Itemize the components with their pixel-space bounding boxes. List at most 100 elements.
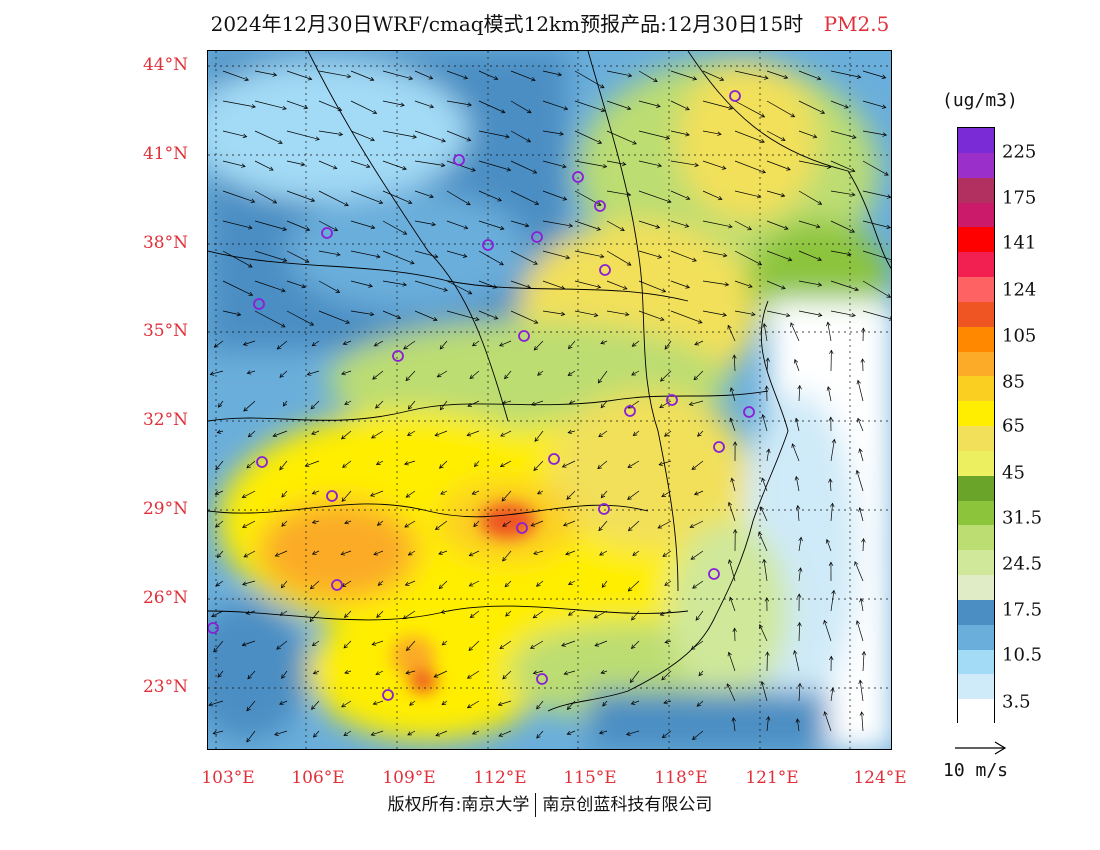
wind-arrow-head xyxy=(855,469,860,475)
wind-arrow xyxy=(574,220,601,231)
wind-arrow-head xyxy=(396,314,402,320)
wind-arrow-head xyxy=(376,254,381,259)
wind-arrow xyxy=(340,550,352,555)
station-marker xyxy=(598,503,610,515)
wind-arrow-head xyxy=(624,312,630,317)
wind-arrow-head xyxy=(762,323,767,328)
wind-arrow-head xyxy=(274,731,279,736)
wind-arrow xyxy=(798,130,817,138)
wind-arrow xyxy=(382,130,417,138)
colorbar-swatch xyxy=(958,177,994,203)
wind-arrow xyxy=(670,100,690,111)
wind-arrow xyxy=(606,310,629,316)
wind-arrow xyxy=(279,460,288,471)
wind-arrow xyxy=(254,310,286,328)
wind-arrow-head xyxy=(500,109,506,114)
wind-arrow xyxy=(766,280,786,289)
wind-arrow-head xyxy=(471,730,477,735)
wind-arrow xyxy=(478,310,498,320)
wind-arrow xyxy=(734,250,762,266)
concentration-field xyxy=(208,51,891,749)
colorbar-swatch xyxy=(958,252,994,278)
wind-arrow-head xyxy=(830,502,835,508)
wind-arrow-head xyxy=(567,371,573,376)
wind-arrow xyxy=(534,340,544,351)
wind-arrow xyxy=(350,220,375,229)
wind-arrow-head xyxy=(402,615,408,620)
wind-arrow xyxy=(243,550,256,558)
wind-arrow-head xyxy=(282,257,288,263)
wind-arrow xyxy=(766,250,792,261)
wind-arrow xyxy=(213,730,224,734)
colorbar-swatch xyxy=(958,450,994,477)
wind-arrow xyxy=(510,310,538,324)
wind-arrow xyxy=(478,220,505,230)
colorbar xyxy=(957,127,995,725)
wind-arrow-head xyxy=(241,163,246,168)
wind-arrow xyxy=(729,597,736,612)
wind-arrow-head xyxy=(761,413,766,419)
wind-arrow xyxy=(469,370,480,379)
wind-arrow xyxy=(664,580,672,586)
wind-arrow xyxy=(408,550,416,556)
wind-arrow xyxy=(280,610,288,616)
wind-arrow-head xyxy=(372,701,378,706)
wind-arrow xyxy=(726,683,736,702)
wind-arrow-head xyxy=(656,103,661,108)
wind-arrow xyxy=(606,70,632,77)
wind-arrow xyxy=(638,310,665,321)
wind-arrow xyxy=(414,220,436,226)
wind-arrow xyxy=(798,537,802,552)
wind-arrow xyxy=(409,700,416,706)
wind-arrow-head xyxy=(499,342,504,347)
colorbar-swatch xyxy=(958,649,994,675)
wind-arrow-head xyxy=(685,106,690,111)
wind-arrow-head xyxy=(441,641,447,646)
wind-arrow-head xyxy=(785,312,791,318)
wind-arrow xyxy=(504,580,512,588)
wind-arrow-head xyxy=(626,105,632,111)
wind-arrow-head xyxy=(473,522,478,528)
wind-arrow-head xyxy=(762,558,767,564)
wind-arrow xyxy=(606,190,631,196)
wind-arrow-head xyxy=(664,639,670,644)
wind-arrow-head xyxy=(850,228,856,233)
wind-arrow xyxy=(638,220,660,228)
wind-arrow xyxy=(567,730,576,735)
wind-arrow-head xyxy=(793,649,798,655)
wind-arrow-head xyxy=(246,370,252,375)
wind-arrow xyxy=(276,640,288,650)
wind-arrow xyxy=(247,670,256,680)
wind-arrow xyxy=(690,550,704,560)
wind-arrow-head xyxy=(717,196,723,201)
wind-arrow-head xyxy=(882,132,888,137)
wind-arrow xyxy=(632,340,640,347)
wind-arrow xyxy=(574,280,601,288)
wind-arrow xyxy=(500,430,512,437)
colorbar-swatch xyxy=(958,326,994,352)
wind-arrow-head xyxy=(433,317,438,322)
wind-arrow xyxy=(830,160,855,172)
wind-arrow xyxy=(600,670,608,674)
wind-arrow xyxy=(446,220,468,229)
copyright-separator xyxy=(535,793,537,817)
wind-arrow-head xyxy=(854,561,859,566)
wind-arrow xyxy=(702,70,724,81)
wind-arrow xyxy=(600,490,608,498)
wind-arrow xyxy=(406,640,416,651)
wind-arrow xyxy=(693,370,704,380)
wind-arrow xyxy=(826,539,832,552)
wind-arrow-head xyxy=(602,163,608,169)
wind-arrow-head xyxy=(475,316,480,322)
wind-arrow xyxy=(312,340,320,347)
wind-arrow xyxy=(862,538,864,552)
wind-arrow xyxy=(599,730,608,734)
wind-arrow-head xyxy=(794,475,800,481)
wind-arrow xyxy=(531,400,544,406)
wind-arrow-head xyxy=(566,495,571,500)
wind-arrow-head xyxy=(533,260,538,265)
wind-arrow xyxy=(404,460,416,465)
wind-arrow-head xyxy=(560,285,566,290)
wind-arrow-head xyxy=(309,617,314,623)
wind-arrow xyxy=(857,418,864,432)
